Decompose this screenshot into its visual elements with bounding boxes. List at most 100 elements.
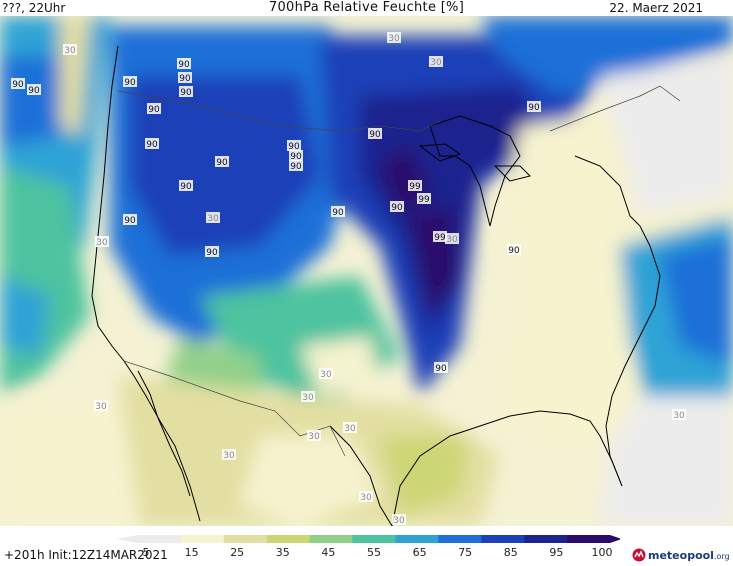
- legend-swatch: [309, 535, 354, 543]
- contour-label: 90: [179, 180, 193, 192]
- contour-label: 30: [63, 44, 77, 56]
- contour-label: 30: [319, 368, 333, 380]
- legend-tick-label: 25: [230, 546, 244, 559]
- color-legend: 5 15 25 35 45 55 65 75 85 95 100: [116, 535, 620, 559]
- contour-label: 30: [387, 32, 401, 44]
- legend-swatch: [567, 535, 611, 543]
- svg-text:90: 90: [290, 152, 302, 162]
- map-title: 700hPa Relative Feuchte [%]: [268, 0, 465, 15]
- forecast-time-label: ???, 22Uhr: [2, 1, 66, 15]
- legend-tick-label: 65: [413, 546, 427, 559]
- contour-label: 90: [179, 86, 193, 98]
- valid-date: 22. Maerz 2021: [609, 1, 703, 15]
- contour-label: 30: [445, 233, 459, 245]
- contour-label: 99: [417, 193, 431, 205]
- model-run-info: +201h Init:12Z14MAR2021: [4, 548, 168, 562]
- contour-label: 90: [390, 201, 404, 213]
- contour-label: 30: [672, 409, 686, 421]
- contour-label: 90: [205, 246, 219, 258]
- humidity-map: 3090909090909090909090909090303090909099…: [0, 16, 733, 526]
- svg-text:90: 90: [124, 216, 136, 226]
- svg-text:90: 90: [178, 60, 190, 70]
- svg-text:30: 30: [64, 46, 76, 56]
- contour-label: 30: [95, 236, 109, 248]
- legend-over-arrow: [610, 535, 620, 543]
- legend-swatch: [180, 535, 225, 543]
- svg-text:90: 90: [288, 142, 300, 152]
- contour-label: 90: [11, 78, 25, 90]
- humidity-field: [0, 16, 733, 526]
- svg-text:99: 99: [409, 182, 421, 192]
- legend-tick-label: 15: [185, 546, 199, 559]
- contour-label: 90: [123, 76, 137, 88]
- svg-text:90: 90: [146, 140, 158, 150]
- svg-text:30: 30: [308, 432, 320, 442]
- svg-text:90: 90: [179, 74, 191, 84]
- svg-text:90: 90: [12, 80, 24, 90]
- svg-text:30: 30: [430, 58, 442, 68]
- contour-label: 30: [94, 400, 108, 412]
- contour-label: 90: [178, 72, 192, 84]
- contour-label: 30: [206, 212, 220, 224]
- legend-tick-label: 45: [321, 546, 335, 559]
- svg-text:30: 30: [393, 516, 405, 526]
- svg-text:30: 30: [360, 493, 372, 503]
- svg-text:90: 90: [435, 364, 447, 374]
- meteopool-logo[interactable]: meteopool.org: [632, 546, 730, 564]
- svg-text:30: 30: [95, 402, 107, 412]
- contour-label: 90: [27, 84, 41, 96]
- svg-text:90: 90: [28, 86, 40, 96]
- legend-swatch: [138, 535, 182, 543]
- legend-swatch: [223, 535, 268, 543]
- svg-text:30: 30: [223, 451, 235, 461]
- legend-tick-label: 55: [367, 546, 381, 559]
- contour-label: 30: [301, 391, 315, 403]
- coastlines: [91, 45, 661, 526]
- svg-text:30: 30: [344, 424, 356, 434]
- contour-label: 90: [177, 58, 191, 70]
- legend-tick-label: 5: [143, 546, 150, 559]
- legend-swatch: [352, 535, 396, 543]
- svg-text:30: 30: [446, 235, 458, 245]
- legend-tick-label: 95: [549, 546, 563, 559]
- svg-text:30: 30: [207, 214, 219, 224]
- contour-label: 90: [145, 138, 159, 150]
- contour-label: 99: [433, 231, 447, 243]
- contour-label: 30: [222, 449, 236, 461]
- contour-label: 90: [434, 362, 448, 374]
- country-borders: [117, 85, 681, 457]
- contour-label: 30: [359, 491, 373, 503]
- legend-swatch: [524, 535, 568, 543]
- contour-label: 90: [331, 206, 345, 218]
- svg-text:90: 90: [180, 88, 192, 98]
- svg-text:90: 90: [332, 208, 344, 218]
- contour-label: 30: [343, 422, 357, 434]
- contour-label: 90: [289, 150, 303, 162]
- legend-tick-label: 85: [504, 546, 518, 559]
- contour-label: 90: [147, 103, 161, 115]
- legend-tick-label: 100: [592, 546, 613, 559]
- contour-label: 90: [289, 160, 303, 172]
- legend-tick-label: 75: [458, 546, 472, 559]
- svg-text:30: 30: [673, 411, 685, 421]
- svg-text:90: 90: [180, 182, 192, 192]
- contour-label: 90: [368, 128, 382, 140]
- contour-label: 90: [215, 156, 229, 168]
- contour-label: 90: [527, 101, 541, 113]
- svg-text:99: 99: [434, 233, 446, 243]
- svg-text:90: 90: [391, 203, 403, 213]
- contour-label: 99: [408, 180, 422, 192]
- svg-text:90: 90: [124, 78, 136, 88]
- svg-text:30: 30: [96, 238, 108, 248]
- contour-labels: 3090909090909090909090909090303090909099…: [11, 32, 686, 526]
- svg-text:99: 99: [418, 195, 430, 205]
- svg-text:30: 30: [302, 393, 314, 403]
- legend-tick-label: 35: [276, 546, 290, 559]
- brand-suffix: .org: [713, 551, 730, 561]
- legend-swatch: [438, 535, 482, 543]
- svg-text:90: 90: [508, 246, 520, 256]
- legend-under-arrow: [116, 535, 138, 543]
- legend-swatch: [481, 535, 525, 543]
- contour-label: 30: [392, 514, 406, 526]
- svg-text:90: 90: [216, 158, 228, 168]
